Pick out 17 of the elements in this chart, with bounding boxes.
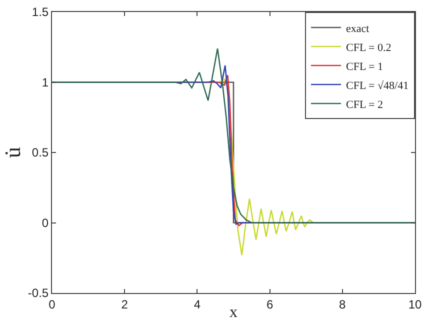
legend-label: CFL = 0.2 [346,42,392,54]
x-tick-label: 6 [266,297,274,312]
legend-label: CFL = √48/41 [346,80,409,92]
y-axis-title: u̇ [0,147,25,158]
x-tick-label: 4 [194,297,201,312]
x-axis-title: x [230,304,238,321]
y-tick-label: 0 [42,216,49,230]
x-tick-label: 2 [121,297,128,312]
x-tick-label: 8 [339,297,346,312]
y-tick-label: 0.5 [32,146,49,160]
legend-label: CFL = 2 [346,98,383,111]
legend-label: exact [346,22,370,35]
y-tick-label: 1 [42,75,49,90]
legend-label: CFL = 1 [346,60,383,73]
y-tick-label: -0.5 [28,286,49,300]
x-tick-label: 10 [408,297,422,312]
y-tick-label: 1.5 [32,5,49,20]
